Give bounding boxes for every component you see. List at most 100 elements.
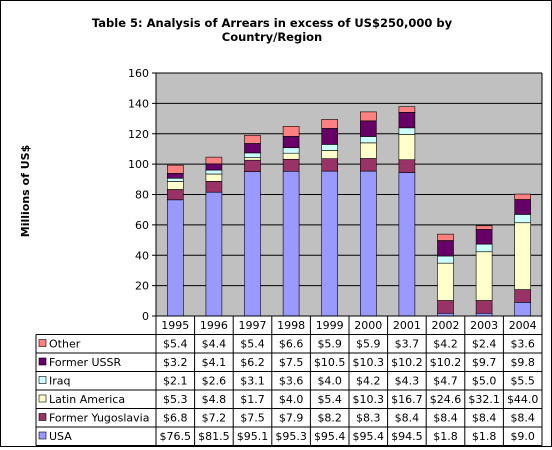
data-table-value: $95.3 <box>275 430 307 443</box>
data-table-value: $10.2 <box>391 356 423 369</box>
bar-segment-1999-other <box>321 119 339 129</box>
x-category-label: 1995 <box>161 319 189 332</box>
bar-segment-2004-other <box>514 193 532 200</box>
data-table-value: $4.7 <box>433 375 458 388</box>
bar-segment-1996-other <box>205 156 223 165</box>
data-table-value: $8.4 <box>472 412 497 425</box>
data-table-value: $9.8 <box>510 356 535 369</box>
bar-segment-2002-iraq <box>437 255 454 264</box>
bar-segment-2001-former-ussr <box>398 112 416 129</box>
bar-segment-1995-former-ussr <box>167 173 184 179</box>
data-table-value: $1.7 <box>240 393 265 406</box>
data-table-value: $81.5 <box>198 430 230 443</box>
bar-segment-1996-former-yugoslavia <box>205 180 223 193</box>
bar-segment-2002-former-yugoslavia <box>437 300 454 314</box>
data-table-value: $6.6 <box>279 338 304 351</box>
bar-segment-1999-former-yugoslavia <box>321 158 339 172</box>
y-tick-label: 140 <box>128 97 149 110</box>
data-table-value: $5.4 <box>163 338 188 351</box>
bar-segment-1999-former-ussr <box>321 128 339 145</box>
bar-segment-1995-other <box>167 164 184 174</box>
bar-segment-1995-former-yugoslavia <box>167 189 184 201</box>
legend-label: Latin America <box>49 393 125 406</box>
bar-segment-1999-latin-america <box>321 150 339 159</box>
data-table-value: $2.6 <box>202 375 227 388</box>
y-tick-label: 120 <box>128 128 149 141</box>
data-table-value: $9.0 <box>510 430 535 443</box>
bar-segment-2003-iraq <box>475 243 493 253</box>
legend-swatch-iraq <box>38 376 47 384</box>
legend-label: Other <box>49 338 81 351</box>
data-table-value: $5.4 <box>317 393 342 406</box>
data-table-value: $16.7 <box>391 393 423 406</box>
bar-segment-2002-former-ussr <box>437 240 454 257</box>
bar-segment-2000-former-yugoslavia <box>359 158 377 172</box>
bar-segment-1997-iraq <box>244 152 261 158</box>
data-table-value: $4.0 <box>279 393 304 406</box>
data-table-value: $3.6 <box>510 338 535 351</box>
data-table-value: $8.4 <box>510 412 535 425</box>
bar-segment-2002-latin-america <box>437 262 454 301</box>
data-table-value: $4.4 <box>202 338 227 351</box>
bar-segment-1999-usa <box>321 170 339 317</box>
bar-segment-1999-iraq <box>321 144 339 151</box>
bar-segment-1996-iraq <box>205 169 223 175</box>
bar-segment-1997-other <box>244 134 261 144</box>
y-tick-label: 160 <box>128 67 149 80</box>
bar-segment-1998-latin-america <box>282 152 300 160</box>
bar-segment-2000-usa <box>359 170 377 317</box>
legend-label: Iraq <box>49 375 71 388</box>
data-table-value: $10.3 <box>353 393 385 406</box>
y-tick-label: 60 <box>135 219 149 232</box>
x-category-label: 2004 <box>509 319 537 332</box>
y-tick-label: 0 <box>142 310 149 323</box>
data-table-value: $4.2 <box>433 338 458 351</box>
bar-segment-1996-former-ussr <box>205 163 223 171</box>
legend-swatch-latin-america <box>38 394 47 403</box>
data-table-value: $2.1 <box>163 375 188 388</box>
data-table-value: $5.9 <box>356 338 381 351</box>
data-table-value: $76.5 <box>160 430 192 443</box>
legend-swatch-former-ussr <box>38 357 47 366</box>
data-table-value: $10.5 <box>314 356 346 369</box>
data-table-value: $8.4 <box>433 412 458 425</box>
data-table-value: $4.8 <box>202 393 227 406</box>
bar-segment-2003-former-yugoslavia <box>475 300 493 314</box>
data-table-value: $32.1 <box>468 393 500 406</box>
x-category-label: 2002 <box>432 319 460 332</box>
data-table-value: $10.2 <box>430 356 462 369</box>
data-table-value: $7.5 <box>279 356 304 369</box>
y-tick-label: 100 <box>128 158 149 171</box>
data-table-value: $4.3 <box>395 375 420 388</box>
bar-segment-2004-former-yugoslavia <box>514 289 532 303</box>
bar-segment-2001-other <box>398 106 416 113</box>
bar-segment-2004-iraq <box>514 214 532 224</box>
data-table-value: $7.5 <box>240 412 265 425</box>
bar-segment-2002-other <box>437 233 454 241</box>
legend-label: Former USSR <box>49 356 122 369</box>
bar-segment-2003-other <box>475 225 493 230</box>
data-table-value: $95.4 <box>314 430 346 443</box>
x-category-label: 1998 <box>277 319 305 332</box>
bar-segment-1997-former-yugoslavia <box>244 159 261 172</box>
bar-segment-2001-latin-america <box>398 134 416 161</box>
data-table-value: $4.0 <box>317 375 342 388</box>
data-table-value: $94.5 <box>391 430 423 443</box>
data-table-value: $3.1 <box>240 375 265 388</box>
data-table-value: $7.2 <box>202 412 227 425</box>
legend-swatch-former-yugoslavia <box>38 413 47 421</box>
data-table-value: $1.8 <box>472 430 497 443</box>
data-table-value: $9.7 <box>472 356 497 369</box>
bar-segment-2000-other <box>359 111 377 122</box>
legend-label: Former Yugoslavia <box>49 412 149 425</box>
bar-segment-2001-iraq <box>398 127 416 135</box>
bar-segment-2001-former-yugoslavia <box>398 159 416 173</box>
data-table-value: $3.7 <box>395 338 420 351</box>
data-table-value: $10.3 <box>353 356 385 369</box>
bar-segment-1996-latin-america <box>205 173 223 182</box>
y-axis-label: Millions of US$ <box>19 145 32 237</box>
legend-label: USA <box>49 430 72 443</box>
bar-segment-2000-iraq <box>359 136 377 144</box>
